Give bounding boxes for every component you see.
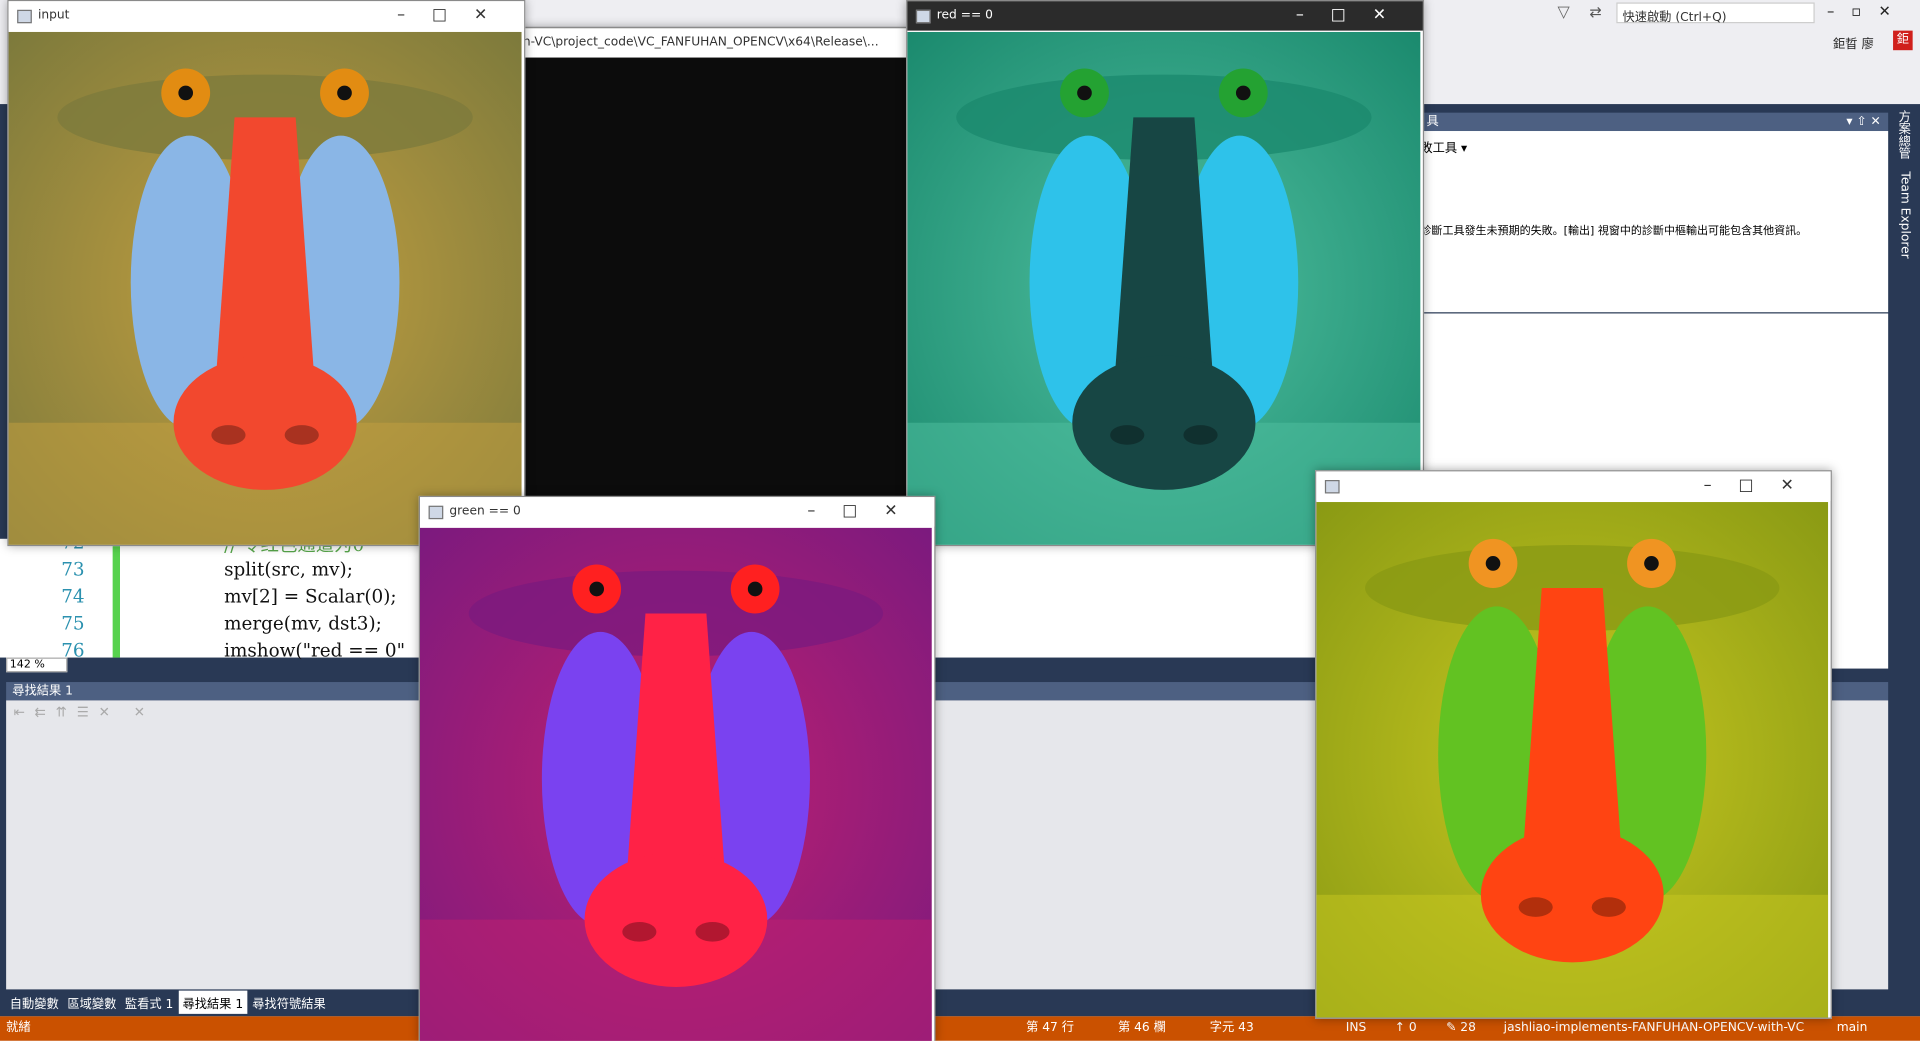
diag-panel: 敗工具 ▾ 診斷工具發生未預期的失敗。[輸出] 視窗中的診斷中樞輸出可能包含其他… [1420, 131, 1889, 313]
titlebar: –□✕ [1316, 471, 1831, 501]
console-window[interactable]: h-VC\project_code\VC_FANFUHAN_OPENCV\x64… [514, 26, 912, 500]
status-bar: 就緒 第 47 行 第 46 欄 字元 43 INS ↑ 0 ✎ 28 jash… [0, 1016, 1920, 1041]
image-window[interactable]: red == 0 –□✕ [906, 0, 1425, 547]
status-edits[interactable]: ✎ 28 [1446, 1021, 1476, 1035]
bottom-tab[interactable]: 監看式 1 [124, 997, 174, 1012]
status-mode: INS [1345, 1021, 1367, 1035]
status-up[interactable]: ↑ 0 [1394, 1021, 1417, 1035]
window-buttons[interactable]: –□✕ [807, 502, 925, 521]
status-branch[interactable]: main [1836, 1021, 1868, 1035]
bottom-tab[interactable]: 尋找結果 1 [178, 990, 247, 1014]
quick-launch[interactable]: 快速啟動 (Ctrl+Q) [1616, 2, 1815, 24]
window-title: red == 0 [936, 8, 993, 23]
code-line: split(src, mv); [224, 558, 353, 581]
image-window[interactable]: –□✕ [1315, 470, 1832, 1019]
bottom-tab[interactable]: 尋找符號結果 [252, 997, 326, 1012]
status-col: 第 46 欄 [1117, 1021, 1166, 1035]
channel-image [907, 31, 1421, 545]
change-bar [112, 538, 121, 658]
window-buttons[interactable]: –□✕ [1295, 6, 1414, 25]
code-line: merge(mv, dst3); [224, 612, 382, 635]
side-tab[interactable]: 方案總管 [1895, 110, 1909, 160]
window-buttons[interactable]: –□✕ [1703, 476, 1821, 495]
window-icon [915, 9, 931, 24]
status-char: 字元 43 [1209, 1021, 1254, 1035]
window-buttons[interactable]: –□✕ [397, 6, 515, 25]
image-window[interactable]: input –□✕ [7, 0, 526, 547]
diag-title: 具 [1426, 115, 1439, 129]
channel-image [420, 527, 932, 1041]
image-window[interactable]: green == 0 –□✕ [418, 495, 936, 1041]
diag-toolbar[interactable]: 敗工具 ▾ [1420, 142, 1468, 156]
zoom-box[interactable]: 142 % [6, 657, 68, 673]
code-line: mv[2] = Scalar(0); [224, 585, 397, 608]
image-area [420, 527, 932, 1041]
window-icon [17, 9, 32, 24]
vs-window-buttons[interactable]: –▫✕ [1826, 2, 1908, 20]
line-number: 75 [61, 612, 85, 635]
window-icon [1324, 480, 1340, 494]
window-title: input [37, 8, 70, 23]
image-area [907, 31, 1421, 545]
panel-buttons[interactable]: ▾ ⇧ ✕ [1846, 115, 1881, 129]
user-name[interactable]: 鉅晢 廖 [1833, 37, 1874, 52]
window-icon [428, 505, 444, 520]
titlebar: input –□✕ [8, 1, 525, 31]
status-repo[interactable]: jashliao-implements-FANFUHAN-OPENCV-with… [1503, 1021, 1805, 1035]
titlebar: green == 0 –□✕ [420, 497, 935, 527]
find-toolbar[interactable]: ⇤⇇⇈☰✕ ✕ [13, 704, 155, 721]
image-area [8, 31, 522, 545]
status-line: 第 47 行 [1026, 1021, 1074, 1035]
line-number: 74 [61, 585, 85, 608]
diag-header: 具 ▾ ⇧ ✕ [1420, 112, 1889, 132]
channel-image [8, 31, 522, 545]
image-area [1316, 502, 1829, 1018]
status-ready: 就緒 [6, 1021, 31, 1035]
bottom-tab[interactable]: 自動變數 [9, 997, 59, 1012]
code-line: imshow("red == 0" [224, 639, 406, 662]
line-number: 73 [61, 558, 85, 581]
titlebar: red == 0 –□✕ [907, 1, 1423, 31]
user-badge[interactable]: 鉅 [1893, 30, 1913, 51]
channel-image [1316, 502, 1829, 1018]
console-title: h-VC\project_code\VC_FANFUHAN_OPENCV\x64… [522, 35, 879, 49]
console-titlebar: h-VC\project_code\VC_FANFUHAN_OPENCV\x64… [515, 28, 910, 58]
window-title: green == 0 [449, 504, 521, 518]
notify-icon[interactable]: ⇄ [1589, 3, 1602, 21]
diag-message: 診斷工具發生未預期的失敗。[輸出] 視窗中的診斷中樞輸出可能包含其他資訊。 [1420, 225, 1808, 238]
filter-icon[interactable]: ▽ [1557, 3, 1570, 23]
side-tab[interactable]: Team Explorer [1897, 171, 1912, 259]
find-title: 尋找結果 1 [12, 684, 73, 698]
line-number: 76 [61, 639, 85, 662]
bottom-tab[interactable]: 區域變數 [67, 997, 117, 1012]
